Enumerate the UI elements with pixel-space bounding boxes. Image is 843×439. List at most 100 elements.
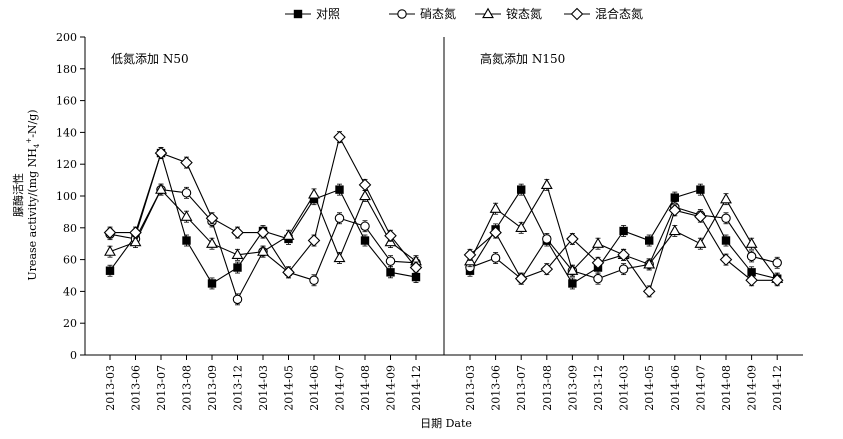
data-point [333, 130, 346, 144]
data-point [645, 236, 654, 245]
data-point [231, 226, 244, 239]
data-point [696, 185, 705, 194]
x-tick-label: 2014-09 [385, 365, 398, 411]
data-point [668, 224, 681, 236]
data-point [154, 146, 168, 160]
y-axis-label-en: Urease activity/(mg NH4+-N/g) [25, 109, 41, 280]
x-tick-label: 2014-09 [746, 365, 759, 411]
x-tick-label: 2014-05 [283, 365, 296, 411]
series-混合态氮 [463, 204, 784, 298]
x-tick-label: 2014-03 [618, 365, 631, 411]
data-point [360, 221, 370, 231]
data-point [257, 245, 269, 256]
data-point [668, 204, 682, 217]
x-tick-label: 2013-03 [464, 365, 477, 411]
x-tick-label: 2013-08 [541, 365, 554, 411]
data-point [514, 272, 528, 285]
y-tick-label: 20 [63, 317, 77, 330]
series-line [109, 151, 417, 285]
legend-label: 对照 [316, 7, 340, 21]
legend-label: 混合态氮 [595, 6, 643, 21]
y-tick-label: 60 [63, 254, 77, 267]
x-tick-label: 2014-12 [410, 365, 423, 411]
data-point [180, 210, 193, 221]
data-point [129, 226, 142, 239]
legend-item: 铵态氮 [475, 6, 542, 21]
data-point [334, 213, 345, 224]
x-tick-label: 2013-09 [206, 365, 219, 411]
data-point [643, 258, 656, 269]
data-point [772, 258, 782, 268]
legend-item: 对照 [285, 7, 340, 21]
y-tick-label: 0 [70, 349, 77, 362]
x-tick-label: 2013-06 [490, 365, 503, 411]
data-point [103, 226, 117, 239]
y-tick-label: 180 [56, 63, 77, 76]
data-point [747, 268, 756, 277]
y-tick-label: 160 [56, 95, 77, 108]
panel-title: 低氮添加 N50 [111, 51, 189, 66]
data-point [617, 248, 630, 262]
data-point [206, 237, 218, 248]
series-铵态氮 [104, 183, 422, 268]
data-point [155, 183, 167, 194]
x-tick-label: 2013-06 [130, 365, 143, 411]
x-tick-label: 2013-12 [592, 365, 605, 411]
data-point [566, 232, 579, 246]
data-point [745, 237, 758, 248]
data-point [105, 266, 115, 275]
data-point [205, 211, 219, 225]
legend-item: 硝态氮 [389, 6, 456, 21]
data-point [104, 245, 116, 256]
series-layer: 低氮添加 N50 2013-03 2013-06 2013-07 2013-08 2013… [103, 51, 784, 411]
data-point [619, 226, 628, 236]
y-tick-label: 80 [63, 222, 77, 235]
data-point [540, 178, 553, 190]
series-混合态氮 [103, 130, 423, 279]
data-point [593, 273, 603, 284]
data-point [308, 188, 320, 199]
data-point [592, 237, 604, 248]
data-point [231, 248, 244, 259]
legend-label: 硝态氮 [420, 6, 456, 21]
data-point [207, 279, 217, 288]
x-tick-label: 2014-07 [334, 365, 347, 411]
data-point [719, 253, 733, 266]
legend-marker [397, 9, 407, 19]
y-tick-label: 120 [56, 158, 77, 171]
data-point [721, 213, 731, 224]
data-point [670, 193, 679, 202]
data-point [182, 236, 191, 245]
data-point [232, 294, 243, 305]
data-point [129, 235, 142, 247]
data-point [360, 236, 370, 245]
x-tick-label: 2014-05 [643, 365, 656, 411]
legend-marker [482, 7, 494, 19]
data-point [307, 234, 321, 247]
data-point [618, 264, 629, 274]
data-point [720, 192, 732, 204]
data-point [233, 263, 242, 272]
data-point [411, 272, 421, 282]
y-tick-label: 200 [56, 31, 77, 44]
x-tick-label: 2014-08 [359, 365, 372, 411]
data-point [385, 256, 396, 266]
data-point [770, 273, 784, 287]
data-point [333, 251, 346, 263]
y-tick-label: 40 [63, 285, 77, 298]
data-point [542, 234, 552, 244]
data-point [745, 273, 758, 287]
data-point [256, 226, 270, 239]
y-axis-label-cn: 脲酶活性 [11, 173, 25, 217]
x-axis-label: 日期 Date [420, 417, 472, 430]
x-tick-label: 2013-09 [566, 365, 579, 411]
x-tick-label: 2013-12 [232, 365, 245, 411]
data-point [335, 185, 344, 194]
x-tick-label: 2014-06 [308, 365, 321, 411]
data-point [489, 226, 502, 239]
data-point [568, 279, 577, 288]
y-tick-label: 100 [56, 190, 77, 203]
data-point [489, 202, 502, 213]
y-axis-label: 脲酶活性 Urease activity/(mg NH4+-N/g) [11, 109, 41, 280]
